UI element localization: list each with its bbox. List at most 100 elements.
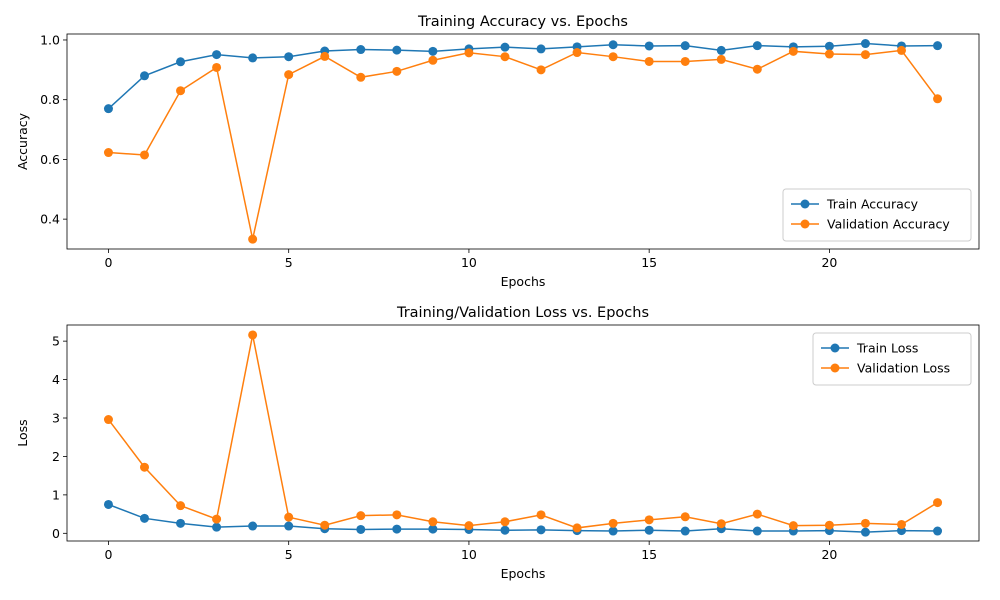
legend-swatch-marker <box>830 343 840 353</box>
chart-title: Training Accuracy vs. Epochs <box>417 14 628 30</box>
y-axis-label: Accuracy <box>15 112 30 170</box>
legend-label: Validation Loss <box>857 361 950 376</box>
data-point <box>716 45 726 55</box>
data-point <box>680 41 690 51</box>
data-point <box>536 44 546 54</box>
y-tick-label: 4 <box>52 372 60 387</box>
y-tick-label: 5 <box>52 334 60 349</box>
data-point <box>644 525 654 535</box>
data-point <box>896 45 906 55</box>
y-tick-label: 1 <box>52 487 60 502</box>
x-axis-label: Epochs <box>501 566 546 581</box>
x-tick-label: 5 <box>285 255 293 270</box>
data-point <box>428 46 438 56</box>
data-point <box>500 52 510 62</box>
data-point <box>500 42 510 52</box>
data-point <box>356 72 366 82</box>
data-point <box>428 524 438 534</box>
data-point <box>680 56 690 66</box>
data-point <box>644 56 654 66</box>
data-point <box>752 526 762 536</box>
chart-title: Training/Validation Loss vs. Epochs <box>396 305 649 321</box>
x-tick-label: 0 <box>104 547 112 562</box>
data-point <box>680 526 690 536</box>
data-point <box>608 52 618 62</box>
x-tick-label: 10 <box>461 255 477 270</box>
data-point <box>176 501 186 511</box>
data-point <box>464 521 474 531</box>
data-point <box>103 499 113 509</box>
data-point <box>392 45 402 55</box>
data-point <box>392 524 402 534</box>
y-tick-label: 0 <box>52 526 60 541</box>
data-point <box>572 523 582 533</box>
data-point <box>500 517 510 527</box>
data-point <box>284 521 294 531</box>
data-point <box>608 40 618 50</box>
data-point <box>933 41 943 51</box>
data-point <box>824 520 834 530</box>
x-tick-label: 20 <box>821 547 837 562</box>
data-point <box>248 330 258 340</box>
x-tick-label: 0 <box>104 255 112 270</box>
legend: Train Accuracy Validation Accuracy <box>782 188 972 242</box>
data-point <box>824 49 834 59</box>
legend-box <box>782 188 972 242</box>
data-point <box>536 525 546 535</box>
data-point <box>140 462 150 472</box>
data-point <box>824 41 834 51</box>
x-tick-label: 5 <box>285 547 293 562</box>
plot-frame <box>66 324 980 542</box>
data-point <box>896 526 906 536</box>
data-point <box>608 526 618 536</box>
y-tick-label: 0.8 <box>40 92 60 107</box>
series-line <box>108 503 938 533</box>
data-point <box>428 517 438 527</box>
series-1 <box>103 39 943 114</box>
data-point <box>536 65 546 75</box>
data-point <box>212 522 222 532</box>
data-point <box>752 64 762 74</box>
data-point <box>284 512 294 522</box>
legend-box <box>812 332 972 386</box>
data-point <box>320 51 330 61</box>
data-point <box>464 48 474 58</box>
x-tick-label: 10 <box>461 547 477 562</box>
data-point <box>788 521 798 531</box>
data-point <box>933 498 943 508</box>
data-point <box>248 53 258 63</box>
data-point <box>896 519 906 529</box>
data-point <box>212 514 222 524</box>
data-point <box>860 527 870 537</box>
data-point <box>536 510 546 520</box>
x-tick-label: 15 <box>641 255 657 270</box>
data-point <box>933 94 943 104</box>
data-point <box>933 526 943 536</box>
series-line <box>107 42 938 110</box>
data-point <box>644 41 654 51</box>
data-point <box>752 509 762 519</box>
data-point <box>752 41 762 51</box>
data-point <box>103 104 113 114</box>
series-2 <box>103 45 943 244</box>
data-point <box>320 520 330 530</box>
plot-frame <box>66 33 980 250</box>
data-point <box>392 510 402 520</box>
series-line <box>108 49 939 240</box>
data-point <box>212 50 222 60</box>
data-point <box>284 70 294 80</box>
data-point <box>176 86 186 96</box>
data-point <box>212 62 222 72</box>
data-point <box>356 45 366 55</box>
data-point <box>500 525 510 535</box>
series-2 <box>103 330 943 533</box>
data-point <box>356 511 366 521</box>
legend-label: Train Loss <box>856 341 918 356</box>
data-point <box>356 524 366 534</box>
y-tick-label: 2 <box>52 449 60 464</box>
legend-swatch-marker <box>800 199 810 209</box>
chart-panel-1: Training Accuracy vs. Epochs 0 5 10 15 20 0.4 0… <box>15 14 980 289</box>
data-point <box>140 71 150 81</box>
